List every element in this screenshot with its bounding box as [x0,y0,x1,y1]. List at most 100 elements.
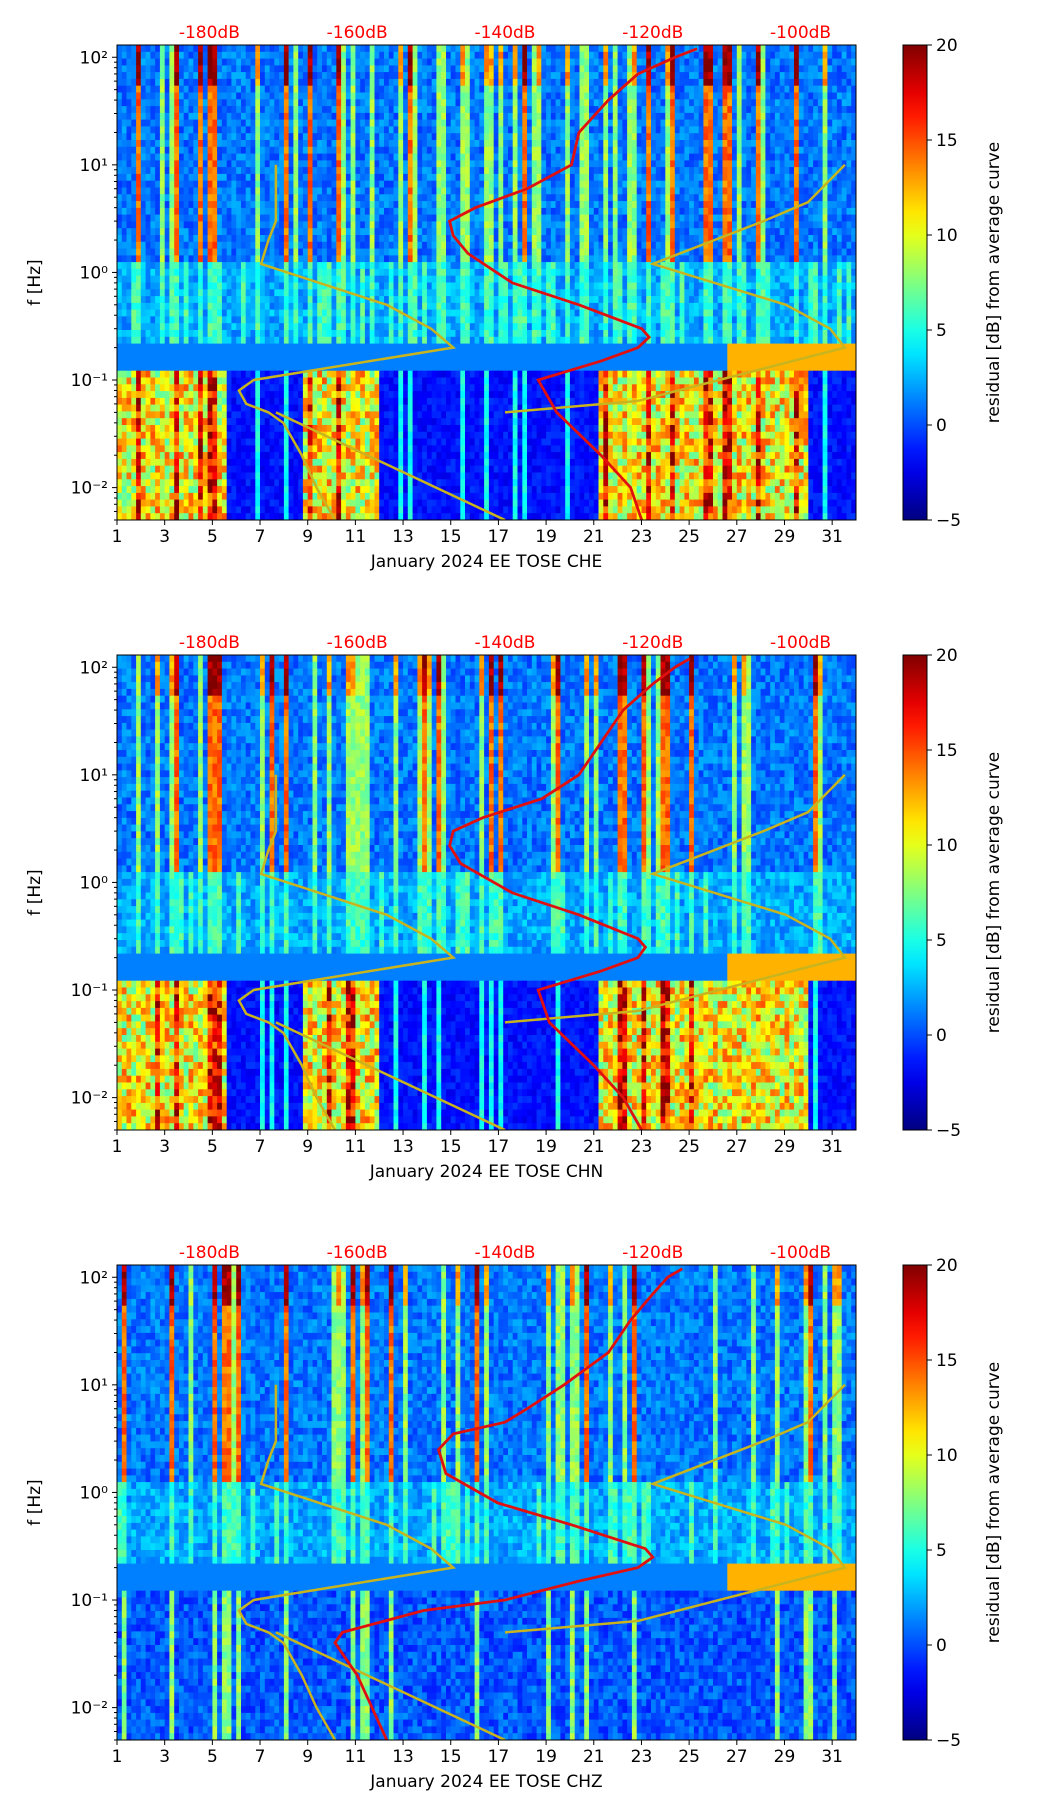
spectrogram-cell [255,147,260,154]
spectrogram-cell [808,255,813,262]
spectrogram-cell [703,120,708,127]
spectrogram-cell [341,235,346,242]
spectrogram-cell [565,255,570,262]
spectrogram-cell [341,154,346,161]
spectrogram-cell [703,188,708,195]
spectrogram-cell [336,99,341,106]
spectrogram-cell [608,208,613,215]
spectrogram-cell [575,208,580,215]
spectrogram-cell [532,86,537,93]
spectrogram-cell [622,181,627,188]
spectrogram-cell [599,228,604,235]
spectrogram-cell [336,235,341,242]
spectrogram-cell [503,255,508,262]
spectrogram-cell [322,188,327,195]
spectrogram-cell [208,147,213,154]
spectrogram-cell [689,221,694,228]
spectrogram-cell [489,133,494,140]
spectrogram-cell [518,120,523,127]
spectrogram-cell [370,113,375,120]
spectrogram-cell [165,174,170,181]
spectrogram-cell [451,59,456,66]
spectrogram-cell [389,221,394,228]
spectrogram-cell [498,45,503,52]
spectrogram-cell [141,65,146,72]
spectrogram-cell [160,120,165,127]
spectrogram-cell [465,99,470,106]
spectrogram-cell [618,160,623,167]
spectrogram-cell [332,235,337,242]
spectrogram-cell [251,65,256,72]
spectrogram-cell [727,208,732,215]
spectrogram-cell [670,99,675,106]
spectrogram-cell [241,120,246,127]
spectrogram-cell [508,133,513,140]
spectrogram-cell [484,113,489,120]
spectrogram-cell [184,99,189,106]
spectrogram-cell [613,188,618,195]
spectrogram-cell [594,242,599,249]
spectrogram-cell [293,133,298,140]
spectrogram-cell [127,255,132,262]
spectrogram-cell [203,181,208,188]
spectrogram-cell [508,72,513,79]
spectrogram-cell [694,221,699,228]
spectrogram-cell [675,215,680,222]
spectrogram-cell [689,72,694,79]
spectrogram-cell [422,160,427,167]
spectrogram-cell [746,99,751,106]
spectrogram-cell [818,201,823,208]
spectrogram-cell [546,79,551,86]
spectrogram-cell [274,120,279,127]
spectrogram-cell [594,79,599,86]
spectrogram-cell [794,65,799,72]
spectrogram-cell [808,160,813,167]
spectrogram-cell [560,72,565,79]
spectrogram-cell [394,65,399,72]
spectrogram-cell [594,188,599,195]
spectrogram-cell [498,93,503,100]
spectrogram-cell [546,126,551,133]
spectrogram-cell [565,221,570,228]
spectrogram-cell [785,126,790,133]
spectrogram-cell [584,59,589,66]
spectrogram-cell [270,65,275,72]
spectrogram-cell [336,154,341,161]
spectrogram-cell [313,52,318,59]
spectrogram-cell [136,133,141,140]
spectrogram-cell [661,93,666,100]
spectrogram-cell [785,99,790,106]
spectrogram-cell [456,160,461,167]
spectrogram-cell [541,79,546,86]
spectrogram-cell [532,106,537,113]
spectrogram-cell [174,72,179,79]
spectrogram-cell [341,93,346,100]
spectrogram-cell [513,215,518,222]
spectrogram-cell [646,201,651,208]
spectrogram-cell [570,221,575,228]
spectrogram-cell [646,140,651,147]
spectrogram-cell [651,52,656,59]
spectrogram-cell [155,79,160,86]
spectrogram-cell [560,174,565,181]
spectrogram-cell [289,72,294,79]
spectrogram-cell [785,228,790,235]
spectrogram-cell [718,133,723,140]
spectrogram-cell [189,72,194,79]
spectrogram-cell [231,52,236,59]
spectrogram-cell [618,255,623,262]
spectrogram-cell [355,255,360,262]
spectrogram-cell [417,72,422,79]
spectrogram-cell [217,208,222,215]
spectrogram-cell [351,154,356,161]
spectrogram-cell [379,59,384,66]
spectrogram-cell [799,99,804,106]
spectrogram-cell [789,79,794,86]
spectrogram-cell [746,113,751,120]
spectrogram-cell [427,221,432,228]
spectrogram-cell [589,154,594,161]
spectrogram-cell [184,221,189,228]
spectrogram-cell [708,249,713,256]
spectrogram-cell [684,154,689,161]
spectrogram-cell [847,113,852,120]
